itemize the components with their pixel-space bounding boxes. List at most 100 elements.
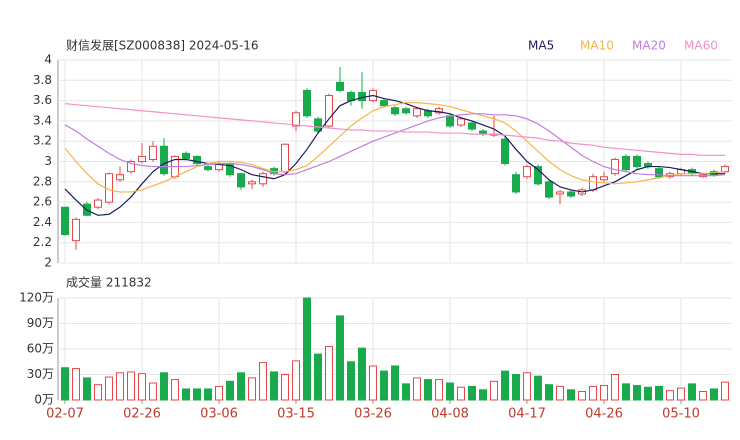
candle-body <box>116 174 124 181</box>
candle-body <box>457 118 465 126</box>
volume-bar <box>600 385 608 401</box>
candle-body <box>138 155 146 163</box>
volume-bar <box>314 353 322 401</box>
volume-bar <box>479 389 487 401</box>
candle-body <box>501 138 509 165</box>
candle-body <box>435 108 443 114</box>
volume-bar <box>127 371 135 401</box>
candle-body <box>402 108 410 114</box>
volume-bar <box>138 373 146 401</box>
candle-body <box>611 158 619 175</box>
volume-bar <box>358 347 366 401</box>
candle-body <box>446 115 454 127</box>
volume-bar <box>710 388 718 401</box>
volume-bar <box>545 384 553 401</box>
candle-body <box>655 168 663 178</box>
x-tick-label: 02-26 <box>123 407 161 422</box>
candle-body <box>567 191 575 197</box>
x-tick-label: 03-06 <box>200 407 238 422</box>
legend-label: MA5 <box>528 39 554 53</box>
volume-bar <box>413 377 421 401</box>
volume-bar <box>699 391 707 401</box>
candle-body <box>600 176 608 181</box>
candle-body <box>325 95 333 127</box>
ma-line <box>64 102 726 193</box>
volume-tick-label: 30万 <box>27 367 54 381</box>
x-tick-label: 03-26 <box>354 407 392 422</box>
volume-bar <box>171 379 179 401</box>
candle-body <box>292 112 300 127</box>
volume-bar <box>457 386 465 401</box>
candle-body <box>556 191 564 195</box>
candle-body <box>589 176 597 191</box>
candle-body <box>314 118 322 132</box>
volume-bar <box>259 362 267 401</box>
candle-body <box>380 100 388 107</box>
candle-body <box>204 166 212 171</box>
candle-body <box>391 107 399 115</box>
candle-body <box>303 89 311 117</box>
volume-bar <box>369 365 377 401</box>
y-tick-label: 2 <box>44 256 52 270</box>
y-tick-label: 2.2 <box>33 235 52 249</box>
volume-bar <box>237 372 245 401</box>
candle-body <box>468 122 476 130</box>
legend-label: MA20 <box>632 39 666 53</box>
volume-bar <box>94 384 102 401</box>
x-tick-label: 02-07 <box>46 407 84 422</box>
volume-bar <box>512 374 520 401</box>
volume-title: 成交量 211832 <box>66 275 152 290</box>
volume-bar <box>380 370 388 401</box>
volume-bar <box>655 385 663 401</box>
volume-bar <box>677 387 685 401</box>
volume-bar <box>468 385 476 401</box>
candle-body <box>523 166 531 178</box>
volume-bar <box>402 383 410 401</box>
volume-bar <box>61 367 69 401</box>
candle-body <box>512 174 520 193</box>
candle-body <box>633 155 641 168</box>
y-tick-label: 3.4 <box>33 113 52 127</box>
y-tick-label: 2.8 <box>33 174 52 188</box>
volume-bar <box>523 372 531 401</box>
candle-body <box>281 143 289 173</box>
candle-body <box>94 199 102 208</box>
volume-bar <box>270 371 278 401</box>
candle-body <box>237 173 245 188</box>
volume-bar <box>182 388 190 401</box>
candle-body <box>413 108 421 117</box>
x-tick-label: 04-17 <box>508 407 546 422</box>
volume-bar <box>501 370 509 401</box>
volume-tick-label: 0万 <box>34 393 54 407</box>
volume-bar <box>666 390 674 401</box>
volume-bar <box>446 382 454 401</box>
volume-bar <box>490 380 498 401</box>
volume-bar <box>688 383 696 401</box>
volume-bar <box>424 379 432 401</box>
candle-body <box>149 145 157 160</box>
y-tick-label: 3.6 <box>33 93 52 107</box>
candle-body <box>248 181 256 185</box>
y-tick-label: 2.6 <box>33 195 52 209</box>
volume-bar <box>83 377 91 401</box>
y-tick-label: 4 <box>44 53 52 67</box>
candle-body <box>721 166 729 173</box>
y-tick-label: 3.2 <box>33 134 52 148</box>
x-tick-label: 04-08 <box>431 407 469 422</box>
volume-bar <box>325 345 333 401</box>
volume-bar <box>721 381 729 401</box>
y-tick-label: 3 <box>44 154 52 168</box>
legend-label: MA10 <box>580 39 614 53</box>
candle-body <box>534 166 542 185</box>
volume-bar <box>72 368 80 401</box>
volume-tick-label: 90万 <box>27 316 54 330</box>
candle-body <box>127 161 135 173</box>
volume-bar <box>622 383 630 401</box>
volume-bar <box>633 385 641 401</box>
volume-bar <box>435 379 443 401</box>
candle-body <box>182 152 190 159</box>
candle-body <box>545 181 553 198</box>
candle-body <box>160 145 168 175</box>
x-tick-label: 05-10 <box>662 407 700 422</box>
x-tick-label: 04-26 <box>585 407 623 422</box>
